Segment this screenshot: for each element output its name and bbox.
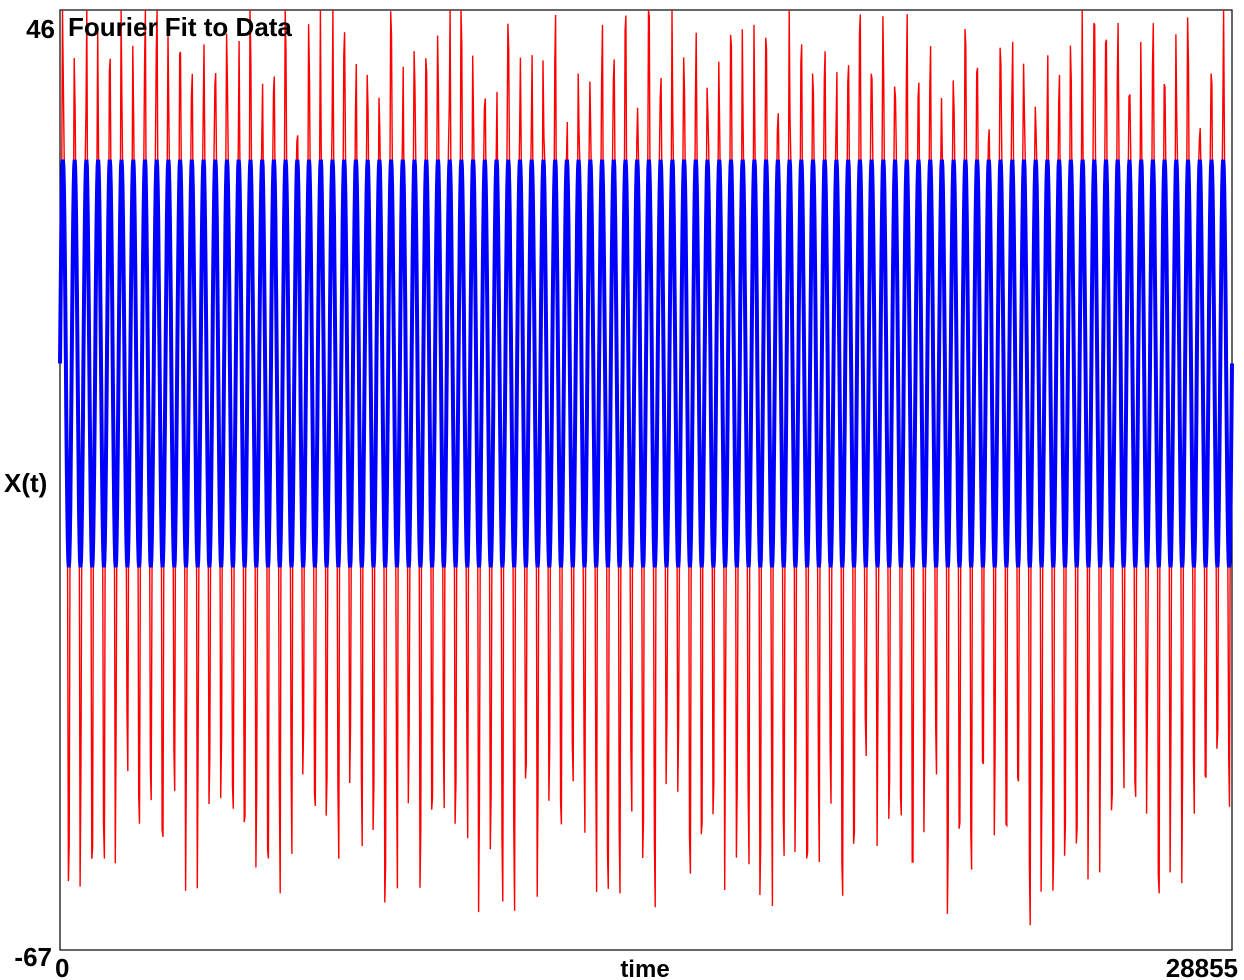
x-tick-label-end: 28855: [1166, 953, 1238, 980]
y-tick-label-bottom: -67: [14, 942, 52, 972]
x-tick-label-start: 0: [55, 953, 69, 980]
y-tick-label-top: 46: [26, 14, 55, 44]
series-fit-line: [58, 159, 1234, 568]
series-layer: [58, 9, 1234, 926]
x-axis-label: time: [620, 956, 669, 980]
chart-title: Fourier Fit to Data: [68, 12, 292, 42]
y-axis-label: X(t): [4, 468, 47, 498]
plot-area: [58, 9, 1234, 951]
